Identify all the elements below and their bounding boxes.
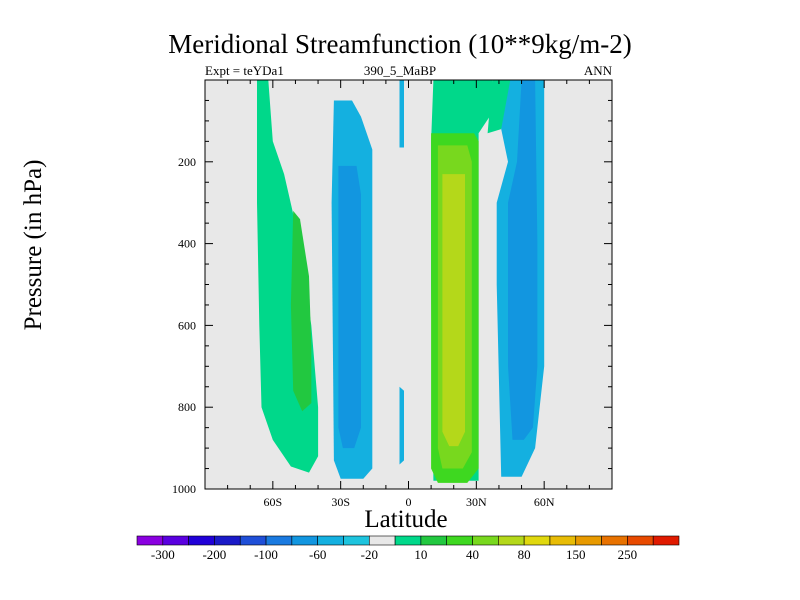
colorbar-swatch [627, 535, 654, 546]
contour-nh-main-core [442, 174, 465, 447]
colorbar-swatch [291, 535, 318, 546]
colorbar-swatch [162, 535, 189, 546]
colorbar-swatch [343, 535, 370, 546]
colorbar-swatch [136, 535, 164, 546]
colorbar-swatch [601, 535, 628, 546]
colorbar-swatch [265, 535, 293, 546]
contour-nh-upper-green [487, 80, 511, 134]
experiment-label: Expt = teYDa1 [205, 63, 284, 78]
contour-sh-main-core [338, 165, 361, 449]
chart-title: Meridional Streamfunction (10**9kg/m-2) [168, 29, 632, 59]
colorbar-swatch [239, 535, 267, 546]
y-tick-label: 200 [178, 155, 196, 169]
colorbar-swatch [214, 535, 241, 546]
colorbar-swatch [549, 535, 577, 546]
colorbar-label: 80 [518, 547, 531, 562]
colorbar-label: 40 [466, 547, 479, 562]
contour-sh-outer-core [290, 210, 312, 412]
contour-eq-blue-low [399, 386, 404, 465]
contour-eq-blue-strip [399, 80, 404, 148]
x-tick-label: 60S [263, 495, 282, 509]
colorbar-label: 150 [566, 547, 586, 562]
y-tick-label: 600 [178, 318, 196, 332]
colorbar-swatch [575, 535, 602, 546]
y-tick-label: 1000 [172, 482, 196, 496]
y-tick-label: 400 [178, 237, 196, 251]
y-axis-label: Pressure (in hPa) [20, 159, 47, 331]
colorbar-label: -200 [202, 547, 226, 562]
colorbar-swatch [188, 535, 215, 546]
colorbar-swatch [317, 535, 344, 546]
colorbar-swatch [446, 535, 473, 546]
season-label: ANN [583, 63, 612, 78]
contour-nh-outer-core [508, 80, 538, 440]
colorbar-swatch [523, 535, 551, 546]
colorbar-label: 250 [618, 547, 638, 562]
colorbar-swatch [394, 535, 422, 546]
x-tick-label: 30S [331, 495, 350, 509]
period-label: 390_5_MaBP [363, 63, 437, 78]
colorbar-swatch [420, 535, 448, 546]
colorbar-swatch [472, 535, 499, 546]
colorbar-label: 10 [414, 547, 427, 562]
colorbar-label: -60 [309, 547, 326, 562]
x-tick-label: 0 [406, 495, 412, 509]
colorbar-swatch [368, 535, 396, 546]
y-tick-label: 800 [178, 400, 196, 414]
colorbar-swatch [652, 535, 680, 546]
colorbar-label: -100 [254, 547, 278, 562]
colorbar-label: -300 [151, 547, 175, 562]
colorbar-label: -20 [361, 547, 378, 562]
colorbar-swatch [498, 535, 525, 546]
x-tick-label: 60N [534, 495, 555, 509]
x-axis-label: Latitude [364, 506, 448, 533]
x-tick-label: 30N [466, 495, 487, 509]
